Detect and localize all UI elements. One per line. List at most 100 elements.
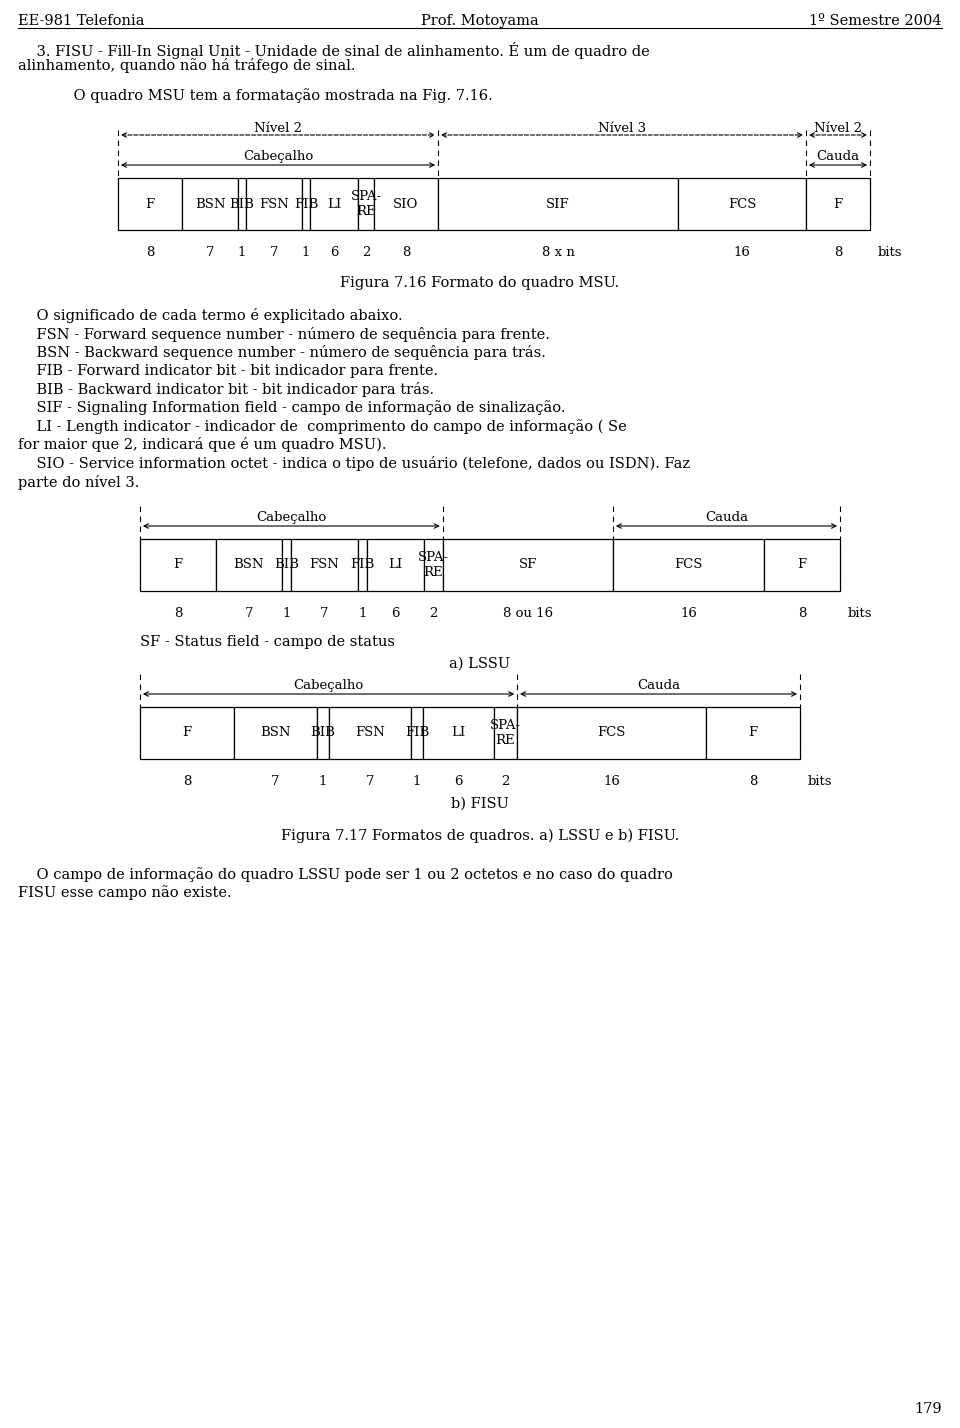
Text: 7: 7 [270,246,278,258]
Bar [234,707,317,760]
Text: bits: bits [808,775,832,788]
Bar [302,178,310,230]
Bar [216,538,282,591]
Text: SPA-
RE: SPA- RE [418,551,449,578]
Bar [613,538,764,591]
Text: 8 ou 16: 8 ou 16 [503,607,553,620]
Text: Prof. Motoyama: Prof. Motoyama [421,14,539,29]
Text: F: F [182,727,192,740]
Bar [182,178,238,230]
Bar [422,707,493,760]
Bar [310,178,358,230]
Bar [411,707,422,760]
Text: 8: 8 [174,607,182,620]
Text: bits: bits [878,246,902,258]
Text: FCS: FCS [597,727,626,740]
Bar [367,538,423,591]
Text: SF: SF [518,558,537,571]
Text: FCS: FCS [675,558,703,571]
Bar [140,538,216,591]
Bar [517,707,706,760]
Text: F: F [748,727,757,740]
Bar [328,707,411,760]
Text: 16: 16 [681,607,697,620]
Text: alinhamento, quando não há tráfego de sinal.: alinhamento, quando não há tráfego de si… [18,59,355,73]
Text: 8: 8 [402,246,410,258]
Text: Nível 3: Nível 3 [598,121,646,136]
Text: BIB: BIB [229,197,254,210]
Text: 2: 2 [362,246,371,258]
Bar [706,707,800,760]
Text: Cauda: Cauda [637,678,680,693]
Text: 2: 2 [501,775,510,788]
Text: 1: 1 [301,246,310,258]
Text: 1: 1 [282,607,291,620]
Text: 1º Semestre 2004: 1º Semestre 2004 [809,14,942,29]
Text: LI - Length indicator - indicador de  comprimento do campo de informação ( Se: LI - Length indicator - indicador de com… [18,418,627,434]
Bar [678,178,806,230]
Bar [118,178,182,230]
Bar [238,178,246,230]
Text: BIB: BIB [275,558,300,571]
Text: 3. FISU - Fill-In Signal Unit - Unidade de sinal de alinhamento. É um de quadro : 3. FISU - Fill-In Signal Unit - Unidade … [18,41,650,59]
Text: Cabeçalho: Cabeçalho [243,150,313,163]
Text: FIB: FIB [350,558,374,571]
Text: Nível 2: Nível 2 [814,121,862,136]
Bar [291,538,357,591]
Text: BIB - Backward indicator bit - bit indicador para trás.: BIB - Backward indicator bit - bit indic… [18,383,434,397]
Text: 1: 1 [358,607,367,620]
Text: 2: 2 [429,607,438,620]
Bar [374,178,438,230]
Text: Cabeçalho: Cabeçalho [294,678,364,693]
Text: 1: 1 [238,246,246,258]
Text: EE-981 Telefonia: EE-981 Telefonia [18,14,145,29]
Text: SF - Status field - campo de status: SF - Status field - campo de status [140,635,395,648]
Text: Figura 7.17 Formatos de quadros. a) LSSU e b) FISU.: Figura 7.17 Formatos de quadros. a) LSSU… [281,830,679,844]
Text: 6: 6 [391,607,399,620]
Bar [357,538,367,591]
Text: LI: LI [451,727,466,740]
Text: FSN: FSN [259,197,289,210]
Text: F: F [145,197,155,210]
Text: LI: LI [326,197,341,210]
Text: Nível 2: Nível 2 [254,121,302,136]
Text: SPA-
RE: SPA- RE [350,190,381,218]
Text: BSN: BSN [233,558,264,571]
Text: LI: LI [388,558,402,571]
Text: Cabeçalho: Cabeçalho [256,511,326,524]
Text: BSN - Backward sequence number - número de sequência para trás.: BSN - Backward sequence number - número … [18,346,546,360]
Bar [764,538,840,591]
Bar [282,538,291,591]
Text: 8: 8 [834,246,842,258]
Text: 1: 1 [413,775,421,788]
Bar [423,538,443,591]
Text: 7: 7 [205,246,214,258]
Bar [438,178,678,230]
Text: SIO: SIO [394,197,419,210]
Text: 16: 16 [603,775,620,788]
Text: FISU esse campo não existe.: FISU esse campo não existe. [18,885,231,901]
Text: a) LSSU: a) LSSU [449,657,511,671]
Bar [493,707,517,760]
Text: FSN: FSN [355,727,385,740]
Text: Figura 7.16 Formato do quadro MSU.: Figura 7.16 Formato do quadro MSU. [341,276,619,290]
Text: 6: 6 [329,246,338,258]
Text: parte do nível 3.: parte do nível 3. [18,474,139,490]
Text: F: F [173,558,182,571]
Text: F: F [798,558,806,571]
Text: FIB: FIB [294,197,318,210]
Text: 6: 6 [454,775,463,788]
Text: 7: 7 [245,607,253,620]
Bar [358,178,374,230]
Bar [317,707,328,760]
Text: FSN: FSN [309,558,340,571]
Text: SPA-
RE: SPA- RE [490,720,521,747]
Text: BSN: BSN [260,727,291,740]
Text: O quadro MSU tem a formatação mostrada na Fig. 7.16.: O quadro MSU tem a formatação mostrada n… [55,89,492,103]
Bar [246,178,302,230]
Text: Cauda: Cauda [816,150,859,163]
Text: 7: 7 [321,607,328,620]
Text: SIF - Signaling Information field - campo de informação de sinalização.: SIF - Signaling Information field - camp… [18,400,565,416]
Text: FSN - Forward sequence number - número de sequência para frente.: FSN - Forward sequence number - número d… [18,327,550,341]
Text: O significado de cada termo é explicitado abaixo.: O significado de cada termo é explicitad… [18,308,402,323]
